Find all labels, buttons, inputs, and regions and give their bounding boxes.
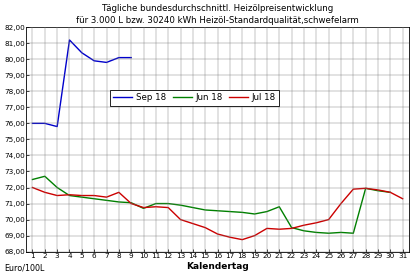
- Jun 18: [301, 229, 306, 232]
- Jul 18: [104, 196, 109, 199]
- Jul 18: [116, 191, 121, 194]
- Jul 18: [92, 194, 97, 197]
- Jun 18: [141, 207, 146, 210]
- Jun 18: [203, 208, 208, 212]
- Sep 18: [43, 122, 47, 125]
- Jul 18: [252, 234, 257, 237]
- Jul 18: [55, 194, 59, 197]
- Jun 18: [314, 231, 319, 234]
- Jun 18: [116, 200, 121, 204]
- Jul 18: [264, 227, 269, 230]
- Sep 18: [104, 61, 109, 64]
- Jun 18: [92, 197, 97, 200]
- Jun 18: [375, 189, 380, 192]
- Jun 18: [55, 186, 59, 189]
- Jun 18: [228, 210, 233, 213]
- Jun 18: [79, 196, 84, 199]
- Jun 18: [30, 178, 35, 181]
- Jul 18: [240, 238, 245, 241]
- Text: Euro/100L: Euro/100L: [4, 263, 45, 272]
- Jun 18: [43, 175, 47, 178]
- Jul 18: [215, 232, 220, 236]
- Jul 18: [375, 188, 380, 192]
- X-axis label: Kalendertag: Kalendertag: [186, 262, 249, 271]
- Sep 18: [129, 56, 134, 59]
- Jul 18: [178, 218, 183, 221]
- Jun 18: [264, 210, 269, 213]
- Jun 18: [67, 194, 72, 197]
- Jul 18: [289, 227, 294, 230]
- Jun 18: [351, 232, 356, 235]
- Jun 18: [178, 204, 183, 207]
- Jul 18: [190, 222, 195, 225]
- Sep 18: [92, 59, 97, 62]
- Sep 18: [79, 51, 84, 54]
- Jul 18: [166, 206, 171, 209]
- Jun 18: [252, 212, 257, 216]
- Title: Tägliche bundesdurchschnittl. Heizölpreisentwicklung
für 3.000 L bzw. 30240 kWh : Tägliche bundesdurchschnittl. Heizölprei…: [76, 4, 359, 25]
- Line: Sep 18: Sep 18: [33, 40, 131, 127]
- Legend: Sep 18, Jun 18, Jul 18: Sep 18, Jun 18, Jul 18: [110, 90, 279, 106]
- Jun 18: [153, 202, 158, 205]
- Jun 18: [363, 187, 368, 190]
- Jul 18: [277, 228, 282, 231]
- Jun 18: [388, 191, 393, 194]
- Jun 18: [129, 201, 134, 204]
- Jun 18: [104, 199, 109, 202]
- Jul 18: [301, 224, 306, 227]
- Jul 18: [351, 188, 356, 191]
- Jun 18: [339, 231, 344, 234]
- Jul 18: [203, 226, 208, 229]
- Jul 18: [79, 194, 84, 197]
- Jul 18: [314, 221, 319, 224]
- Jun 18: [190, 206, 195, 209]
- Jun 18: [277, 205, 282, 208]
- Jul 18: [363, 187, 368, 190]
- Sep 18: [30, 122, 35, 125]
- Jul 18: [141, 206, 146, 209]
- Jun 18: [289, 226, 294, 229]
- Jul 18: [400, 197, 405, 200]
- Jul 18: [43, 191, 47, 194]
- Line: Jul 18: Jul 18: [33, 188, 403, 240]
- Sep 18: [55, 125, 59, 128]
- Jul 18: [326, 218, 331, 221]
- Jul 18: [388, 191, 393, 194]
- Jul 18: [67, 193, 72, 196]
- Jun 18: [215, 209, 220, 212]
- Sep 18: [116, 56, 121, 59]
- Jun 18: [326, 232, 331, 235]
- Jul 18: [129, 202, 134, 205]
- Line: Jun 18: Jun 18: [33, 176, 390, 233]
- Jun 18: [166, 202, 171, 205]
- Jul 18: [153, 205, 158, 208]
- Jul 18: [228, 236, 233, 239]
- Jul 18: [30, 186, 35, 189]
- Jun 18: [240, 211, 245, 214]
- Sep 18: [67, 38, 72, 42]
- Jul 18: [339, 202, 344, 205]
